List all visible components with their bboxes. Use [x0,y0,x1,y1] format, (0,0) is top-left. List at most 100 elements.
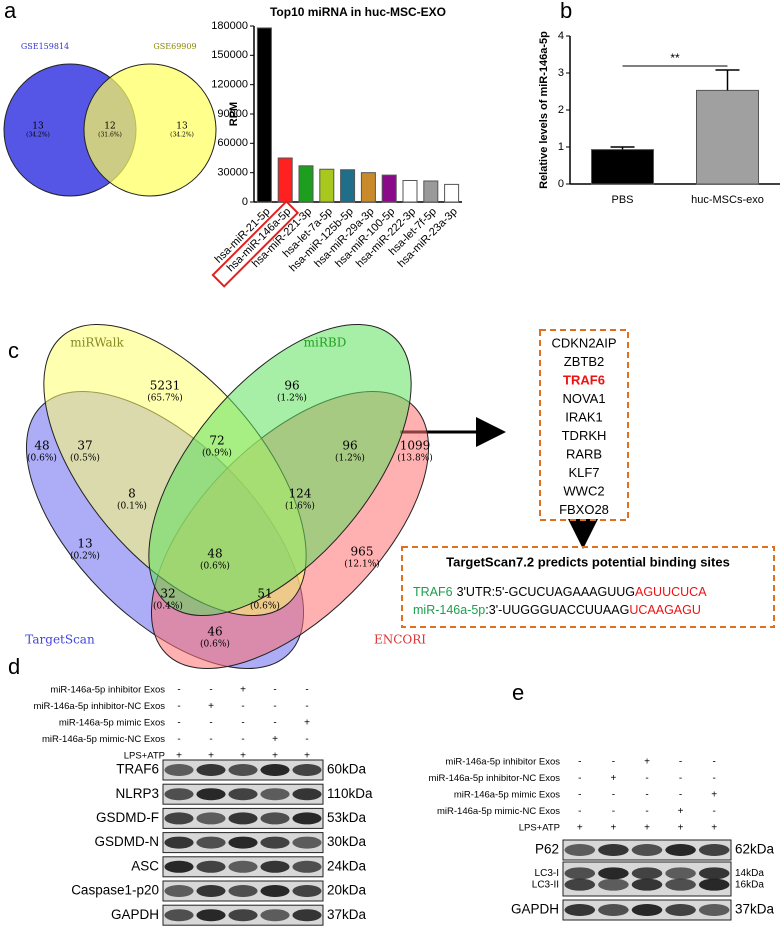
band-label: ASC [131,858,159,873]
region-count: 12 [104,122,115,132]
gene: FBXO28 [559,502,609,517]
band [292,860,322,873]
band [260,788,290,801]
condition-sign: - [273,701,276,712]
bar [402,179,418,203]
region-count: 72 [209,434,224,448]
gene: WWC2 [563,483,604,498]
band-label: LC3-II [532,879,559,890]
region-percent: (12.1%) [344,559,380,570]
gene: TDRKH [562,428,607,443]
panel-label: c [8,338,19,363]
condition-sign: + [304,718,310,729]
region-count: 32 [160,587,175,601]
condition-sign: - [177,734,180,745]
chart-title: Top10 miRNA in huc-MSC-EXO [270,5,446,19]
bar [319,168,335,203]
set-label: GSE69909 [153,42,196,51]
region-percent: (31.6%) [98,132,122,139]
binding-line: miR-146a-5p:3'-UUGGGUACCUUAAGUCAAGAGU [413,603,701,617]
condition-sign: + [711,790,717,801]
band [164,909,194,922]
band-size: 37kDa [327,907,367,922]
band [564,904,596,916]
gene: IRAK1 [565,409,603,424]
band [292,788,322,801]
condition-sign: + [176,751,182,762]
condition-label: miR-146a-5p inhibitor Exos [445,757,560,768]
bar [340,169,356,203]
band [164,788,194,801]
condition-sign: + [272,751,278,762]
band [164,860,194,873]
region-count: 13 [32,122,44,132]
bar [360,172,376,203]
band [196,836,226,849]
region-percent: (0.9%) [202,448,232,459]
condition-sign: - [713,757,716,768]
set-label: miRWalk [70,336,124,350]
bar [381,174,397,203]
venn-circle [83,63,217,197]
band [228,764,258,776]
gene-box [539,329,629,521]
band [564,844,596,856]
band-label: GSDMD-F [96,810,159,825]
band [292,764,322,776]
band [598,844,629,856]
binding-site: UCAAGAGU [629,603,701,617]
region-count: 51 [257,587,272,601]
condition-label: LPS+ATP [124,751,165,762]
condition-sign: - [578,790,581,801]
gene: KLF7 [568,465,599,480]
binding-sequence: 3'UTR:5'-GCUCUAGAAAGUUG [457,585,635,599]
region-percent: (0.1%) [117,501,147,512]
panel-label: d [8,654,20,679]
band [196,764,226,776]
condition-label: miR-146a-5p mimic Exos [454,790,560,801]
region-percent: (34.2%) [170,132,194,139]
condition-sign: - [645,773,648,784]
condition-sign: + [240,685,246,696]
region-percent: (34.2%) [26,132,50,139]
condition-sign: + [678,806,684,817]
band [196,909,226,922]
condition-sign: - [209,734,212,745]
band [164,885,194,897]
bar [277,157,293,203]
panel-label: a [4,0,17,23]
band-label: Caspase1-p20 [71,883,159,898]
binding-name: miR-146a-5p [413,603,485,617]
region-count: 124 [289,487,312,501]
band [260,909,290,922]
band [698,844,730,856]
y-tick-label: 0 [242,196,248,208]
band [598,904,629,916]
bar [696,89,759,185]
region-count: 48 [34,439,49,453]
condition-sign: - [612,790,615,801]
band [631,844,663,856]
region-percent: (0.2%) [70,551,100,562]
y-axis-label: RPM [228,102,240,126]
binding-name: TRAF6 [413,585,453,599]
band [564,867,596,880]
condition-sign: + [272,734,278,745]
band [260,885,290,897]
region-count: 96 [342,439,357,453]
panel-label: e [512,680,524,705]
binding-title: TargetScan7.2 predicts potential binding… [446,554,730,569]
condition-sign: + [610,823,616,834]
band [564,878,596,891]
region-count: 1099 [400,439,431,453]
band [292,836,322,849]
condition-label: miR-146a-5p inhibitor-NC Exos [429,773,561,784]
condition-sign: - [209,718,212,729]
condition-sign: + [304,751,310,762]
band [164,836,194,849]
band [631,867,663,880]
band [292,885,322,897]
condition-label: miR-146a-5p mimic-NC Exos [437,806,560,817]
band-label: NLRP3 [115,786,159,801]
condition-sign: + [577,823,583,834]
